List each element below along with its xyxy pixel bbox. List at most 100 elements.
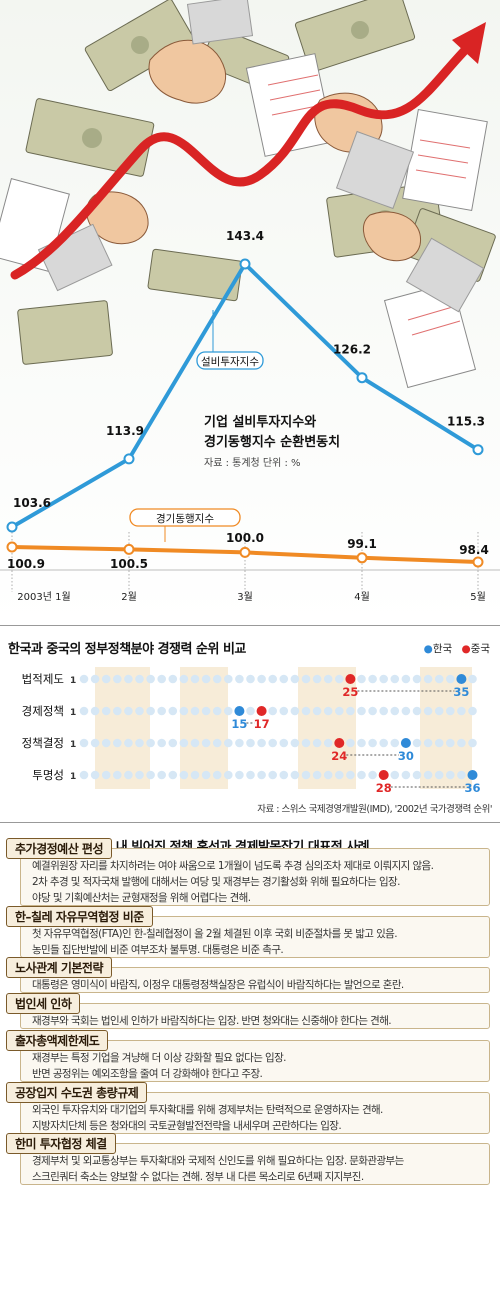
rank-dot — [357, 770, 366, 780]
rank-dot — [312, 706, 322, 716]
series-group — [6, 258, 484, 568]
case-item: 추가경정예산 편성 예결위원장 자리를 차지하려는 여야 싸움으로 1개월이 넘도… — [6, 838, 494, 906]
case-text-line: 재경부는 특정 기업을 겨냥해 더 이상 강화할 필요 없다는 입장. — [32, 1052, 286, 1064]
rank-dot — [268, 770, 278, 780]
rank-dot — [279, 674, 289, 684]
rank-dot — [346, 738, 355, 748]
case-text-line: 2차 추경 및 적자국채 발행에 대해서는 여당 및 재경부는 경기활성화 위해… — [32, 876, 400, 888]
rank-dot — [312, 770, 322, 780]
rank-dot — [157, 706, 166, 716]
rank-dot — [190, 674, 200, 684]
rank-dot — [290, 706, 300, 716]
invest-point — [6, 521, 18, 533]
rank-dot — [301, 738, 311, 748]
korea-rank-dot — [234, 706, 245, 716]
rank-dot — [268, 674, 278, 684]
rank-one-label: 1 — [70, 676, 76, 686]
rank-dot — [246, 770, 255, 780]
rank-dot — [168, 770, 178, 780]
rank-dot — [157, 738, 166, 748]
rank-dot — [423, 738, 433, 748]
rank-dot — [468, 738, 477, 748]
rank-dot — [457, 770, 466, 780]
case-box — [20, 1003, 490, 1029]
rank-dot — [146, 674, 155, 684]
rank-one-label: 1 — [70, 772, 76, 782]
rank-dot — [113, 770, 122, 780]
rank-dot — [157, 770, 166, 780]
china-rank-dot — [378, 770, 389, 780]
rank-dot — [257, 770, 266, 780]
rank-dot — [290, 770, 300, 780]
rank-dot — [268, 738, 278, 748]
case-text-line: 반면 공정위는 예외조항을 줄여 더 강화해야 한다고 주장. — [32, 1068, 263, 1080]
coinc-value-label: 100.5 — [110, 557, 148, 571]
rank-dot — [224, 674, 233, 684]
korea-rank-label: 35 — [453, 685, 469, 699]
coinc-value-label: 100.9 — [7, 557, 45, 571]
case-tag: 추가경정예산 편성 — [6, 838, 112, 859]
rank-dot — [346, 770, 355, 780]
legend-korea: 한국 — [432, 643, 453, 655]
rank-one-label: 1 — [70, 740, 76, 750]
case-text-line: 첫 자유무역협정(FTA)인 한-칠레협정이 올 2월 체결된 이후 국회 비준… — [32, 928, 398, 940]
china-rank-label: 25 — [342, 685, 358, 699]
case-text-line: 스크린쿼터 축소는 양보할 수 없다는 견해. 정부 내 다른 목소리로 6년째… — [32, 1171, 364, 1183]
case-tag: 한미 투자협정 체결 — [6, 1133, 116, 1154]
case-text-line: 경제부처 및 외교통상부는 투자확대와 국제적 신인도를 위해 필요하다는 입장… — [32, 1155, 404, 1167]
china-rank-label: 28 — [376, 781, 392, 795]
korea-rank-dot — [467, 770, 478, 780]
coinc-point — [239, 546, 251, 558]
rank-dot — [224, 706, 233, 716]
rank-dot — [201, 738, 211, 748]
rank-dot — [401, 770, 411, 780]
invest-point — [239, 258, 251, 270]
rank-dot — [101, 706, 111, 716]
money-illustration — [0, 0, 496, 389]
x-tick-label: 2003년 1월 — [17, 591, 70, 603]
rank-dot — [390, 770, 400, 780]
rank-dot — [135, 770, 144, 780]
rank-dot — [113, 674, 122, 684]
rank-one-label: 1 — [70, 708, 76, 718]
rank-dot — [434, 674, 444, 684]
korea-rank-dot — [400, 738, 411, 748]
rank-dot — [179, 706, 189, 716]
x-axis: 2003년 1월 2월 3월 4월 5월 — [0, 532, 500, 603]
x-tick-label: 3월 — [237, 591, 253, 603]
korea-rank-dot — [456, 674, 467, 684]
rank-dot — [157, 674, 166, 684]
rank-dot — [346, 706, 355, 716]
ranking-legend: ●한국 ●중국 — [423, 643, 490, 655]
rank-dot — [235, 674, 244, 684]
legend-china: 중국 — [470, 643, 490, 655]
rank-dot — [390, 738, 400, 748]
rank-dot — [246, 706, 255, 716]
rank-dot — [401, 706, 411, 716]
rank-dot — [379, 738, 389, 748]
rank-dot — [190, 706, 200, 716]
rank-dot — [124, 770, 133, 780]
rank-dot — [434, 706, 444, 716]
rank-dot — [357, 706, 366, 716]
rank-dot — [79, 674, 89, 684]
case-text-line: 농민들 집단반발에 비준 여부조차 불투명. 대통령은 비준 촉구. — [32, 944, 284, 956]
rank-dot — [124, 706, 133, 716]
rank-dot — [79, 770, 89, 780]
rank-dot — [301, 706, 311, 716]
invest-point — [356, 372, 368, 384]
column-band — [420, 667, 472, 789]
case-text-line: 대통령은 영미식이 바람직, 이정우 대통령정책실장은 유럽식이 바람직하다는 … — [32, 979, 404, 991]
rank-dot — [323, 674, 333, 684]
rank-dot — [101, 770, 111, 780]
svg-text:경기동행지수: 경기동행지수 — [156, 512, 214, 525]
rank-dot — [446, 674, 455, 684]
rank-dot — [279, 706, 289, 716]
row-label: 투명성 — [32, 768, 64, 782]
case-text-line: 예결위원장 자리를 차지하려는 여야 싸움으로 1개월이 넘도록 추경 심의조차… — [32, 860, 434, 872]
rank-dot — [301, 674, 311, 684]
rank-dot — [446, 706, 455, 716]
rank-dot — [224, 738, 233, 748]
rank-dot — [190, 770, 200, 780]
rank-dot — [368, 706, 377, 716]
